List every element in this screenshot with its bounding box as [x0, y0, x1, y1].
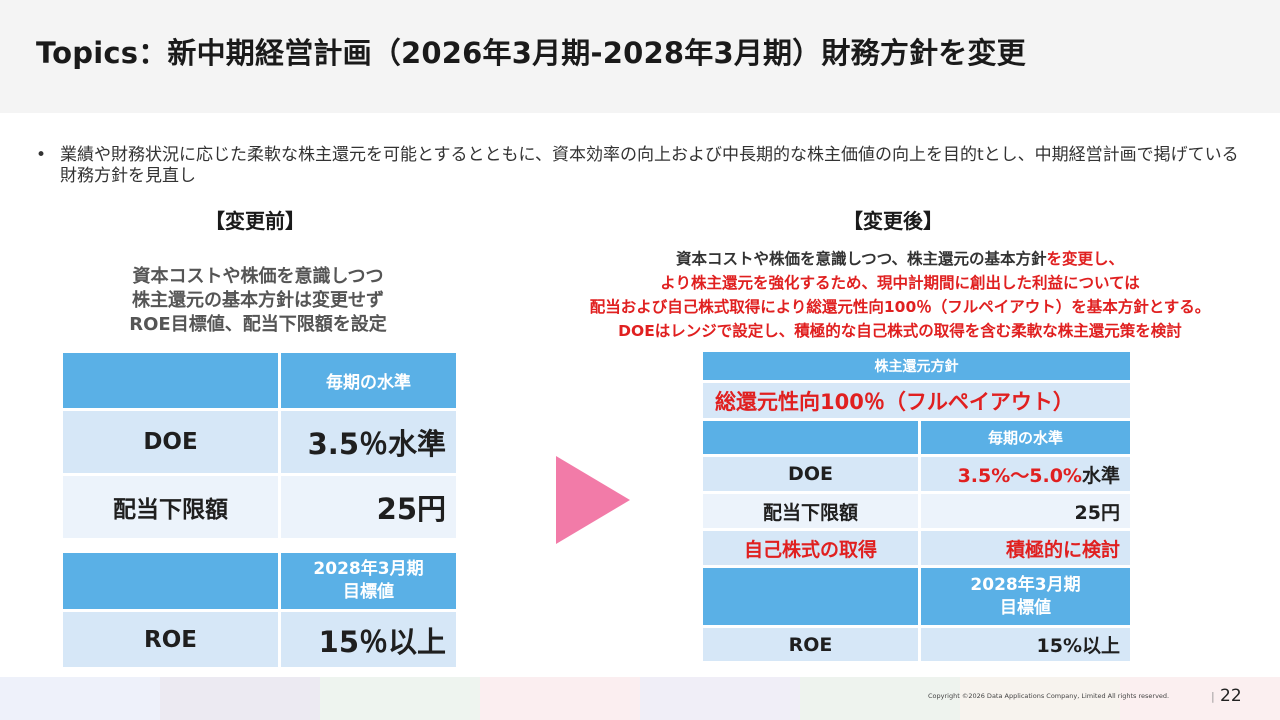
header-blank-cell: [63, 353, 278, 408]
target-header: 2028年3月期 目標値: [281, 553, 456, 609]
footer-block: [320, 677, 480, 720]
footer-color-strip: [0, 677, 1280, 720]
before-level-table: 毎期の水準 DOE 3.5％水準 配当下限額 25円: [60, 350, 459, 541]
floor-value: 25円: [921, 494, 1130, 528]
level-header: 毎期の水準: [281, 353, 456, 408]
before-heading: 【変更前】: [205, 209, 305, 233]
copyright-text: Copyright ©2026 Data Applications Compan…: [928, 692, 1170, 700]
table-row: DOE 3.5%～5.0%水準: [703, 457, 1130, 491]
level-header: 毎期の水準: [921, 421, 1130, 454]
after-description: 資本コストや株価を意識しつつ、株主還元の基本方針を変更し、 より株主還元を強化す…: [520, 247, 1280, 343]
header-blank-cell: [703, 421, 918, 454]
policy-header: 株主還元方針: [703, 352, 1130, 380]
buyback-value: 積極的に検討: [921, 531, 1130, 565]
table-row: ROE 15%以上: [703, 628, 1130, 661]
footer-block: [640, 677, 800, 720]
right-arrow-icon: [556, 456, 630, 544]
table-row: 配当下限額 25円: [703, 494, 1130, 528]
target-header-line: 2028年3月期: [970, 574, 1081, 595]
footer-separator: |: [1211, 690, 1215, 703]
footer-block: [1120, 677, 1280, 720]
after-heading: 【変更後】: [843, 209, 943, 233]
before-target-table: 2028年3月期 目標値 ROE 15％以上: [60, 550, 459, 670]
after-desc-line: DOEはレンジで設定し、積極的な自己株式の取得を含む柔軟な株主還元策を検討: [618, 322, 1182, 340]
after-desc-line: 資本コストや株価を意識しつつ、株主還元の基本方針を変更し、: [520, 247, 1280, 271]
before-desc-line: 株主還元の基本方針は変更せず: [132, 290, 384, 311]
footer-block: [800, 677, 960, 720]
doe-label: DOE: [703, 457, 918, 491]
doe-label: DOE: [63, 411, 278, 473]
page-number: 22: [1220, 686, 1242, 706]
before-desc-line: ROE目標値、配当下限額を設定: [129, 314, 387, 335]
doe-value: 3.5%～5.0%水準: [921, 457, 1130, 491]
doe-suffix: 水準: [1081, 464, 1120, 487]
floor-value: 25円: [281, 476, 456, 538]
floor-label: 配当下限額: [63, 476, 278, 538]
target-header: 2028年3月期 目標値: [921, 568, 1130, 625]
roe-label: ROE: [703, 628, 918, 661]
footer-block: [960, 677, 1120, 720]
header-blank-cell: [703, 568, 918, 625]
before-description: 資本コストや株価を意識しつつ 株主還元の基本方針は変更せず ROE目標値、配当下…: [63, 265, 453, 337]
doe-value: 3.5％水準: [281, 411, 456, 473]
header-blank-cell: [63, 553, 278, 609]
after-policy-table: 株主還元方針 総還元性向100％（フルペイアウト） 毎期の水準 DOE 3.5%…: [700, 349, 1133, 664]
table-row: ROE 15％以上: [63, 612, 456, 667]
after-desc-line: より株主還元を強化するため、現中計期間に創出した利益については: [660, 274, 1140, 292]
table-row: 自己株式の取得 積極的に検討: [703, 531, 1130, 565]
target-header-line: 目標値: [343, 582, 394, 602]
bullet-dot-icon: •: [36, 145, 47, 165]
buyback-label: 自己株式の取得: [703, 531, 918, 565]
table-row: 総還元性向100％（フルペイアウト）: [703, 383, 1130, 418]
after-desc-red: を変更し、: [1046, 250, 1124, 268]
footer-block: [480, 677, 640, 720]
before-desc-line: 資本コストや株価を意識しつつ: [132, 266, 384, 287]
summary-text: 業績や財務状況に応じた柔軟な株主還元を可能とするとともに、資本効率の向上および中…: [60, 145, 1239, 186]
policy-value: 総還元性向100％（フルペイアウト）: [703, 383, 1130, 418]
footer-block: [160, 677, 320, 720]
roe-label: ROE: [63, 612, 278, 667]
roe-value: 15％以上: [281, 612, 456, 667]
after-desc-plain: 資本コストや株価を意識しつつ、株主還元の基本方針: [676, 250, 1047, 268]
floor-label: 配当下限額: [703, 494, 918, 528]
target-header-line: 2028年3月期: [313, 559, 424, 579]
footer-block: [0, 677, 160, 720]
roe-value: 15%以上: [921, 628, 1130, 661]
target-header-line: 目標値: [1000, 597, 1051, 618]
table-row: 配当下限額 25円: [63, 476, 456, 538]
after-desc-line: 配当および自己株式取得により総還元性向100％（フルペイアウト）を基本方針とする…: [589, 298, 1211, 316]
page-title: Topics：新中期経営計画（2026年3月期-2028年3月期）財務方針を変更: [36, 36, 1026, 70]
title-bar: Topics：新中期経営計画（2026年3月期-2028年3月期）財務方針を変更: [0, 0, 1280, 113]
doe-range: 3.5%～5.0%: [957, 464, 1082, 487]
table-row: DOE 3.5％水準: [63, 411, 456, 473]
